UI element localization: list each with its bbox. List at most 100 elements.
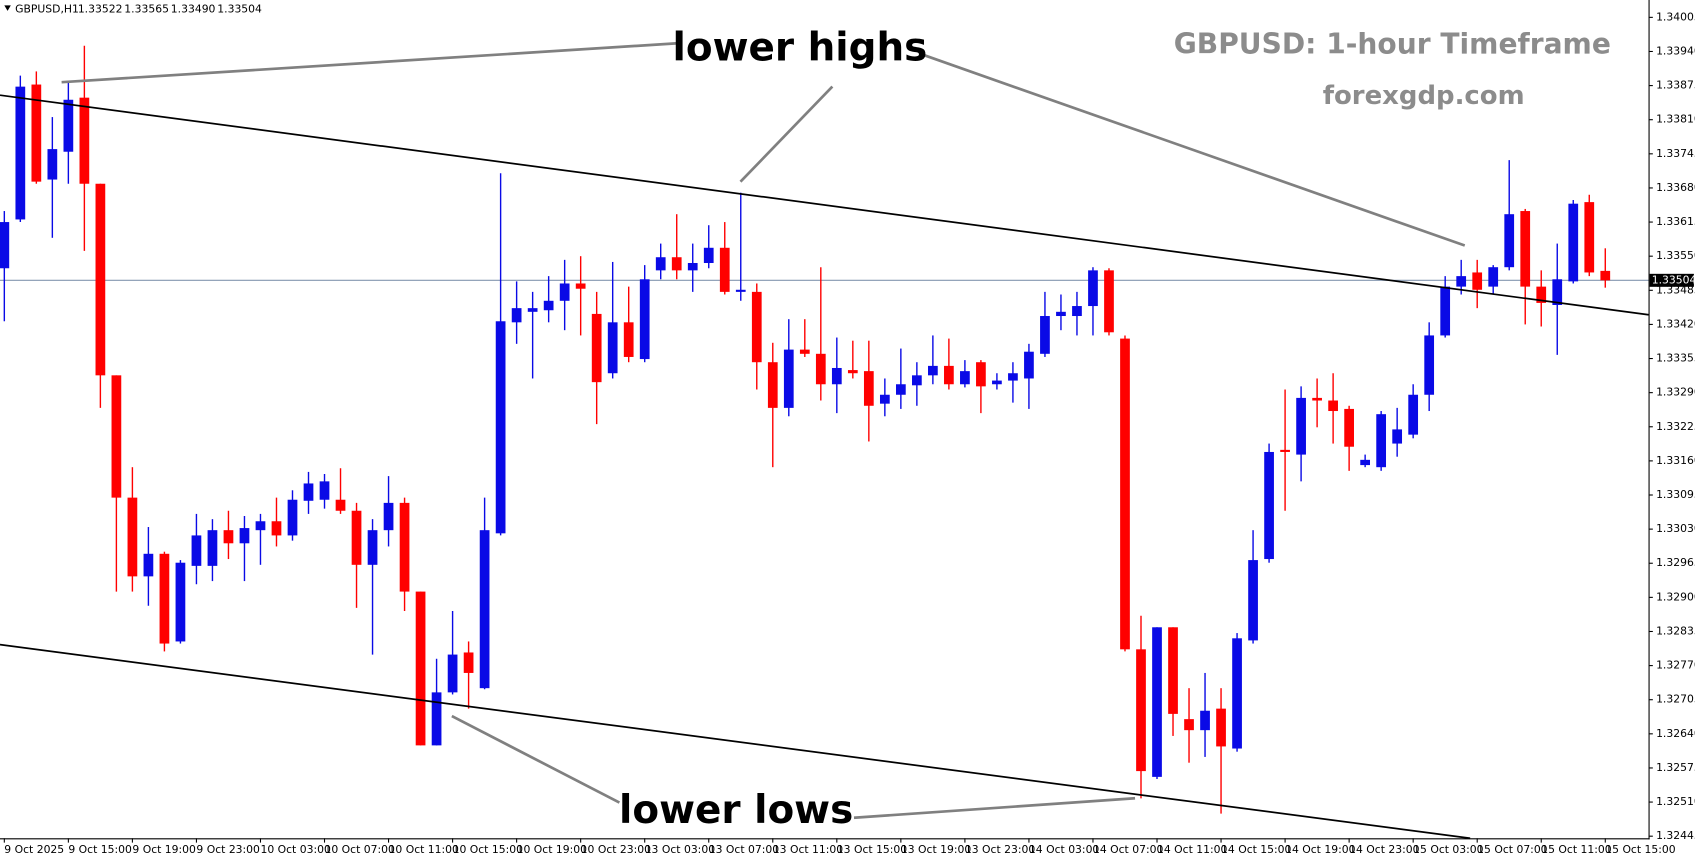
y-tick-label: 1.33225 [1656, 420, 1695, 433]
y-tick-label: 1.33355 [1656, 352, 1695, 365]
y-tick-label: 1.33940 [1656, 44, 1695, 57]
candle-body [703, 247, 714, 264]
x-tick-label: 13 Oct 15:00 [837, 843, 907, 856]
x-tick-label: 10 Oct 11:00 [389, 843, 459, 856]
candle-body [831, 367, 842, 385]
candle-body [207, 530, 218, 566]
candle-body [383, 502, 394, 531]
candle-body [799, 349, 810, 354]
candle-body [847, 370, 858, 374]
x-tick-label: 9 Oct 23:00 [196, 843, 260, 856]
y-tick-label: 1.33290 [1656, 386, 1695, 399]
candle-body [223, 530, 234, 544]
y-tick-label: 1.32835 [1656, 624, 1695, 637]
pointer-line [451, 714, 621, 804]
y-tick-label: 1.33875 [1656, 79, 1695, 92]
header-low: 1.33490 [171, 3, 216, 16]
candle-body [944, 365, 954, 385]
x-tick-label: 15 Oct 07:00 [1477, 843, 1547, 856]
candle-body [447, 654, 458, 693]
pointer-line [853, 796, 1136, 820]
candle-body [912, 375, 922, 386]
candle-body [1120, 338, 1130, 650]
candle-body [992, 380, 1002, 385]
candle-body [1056, 311, 1066, 317]
candle-body [735, 289, 746, 292]
x-tick-label: 10 Oct 03:00 [260, 843, 330, 856]
candle-body [111, 375, 122, 498]
candle-body [15, 86, 26, 220]
chart-subtitle: forexgdp.com [1323, 81, 1525, 111]
candle-body [1184, 719, 1194, 731]
y-tick-label: 1.33680 [1656, 181, 1695, 194]
y-tick-label: 1.33550 [1656, 249, 1695, 262]
pointer-line [739, 85, 834, 183]
candle-body [95, 183, 106, 376]
candle-body [367, 530, 378, 565]
header-icon [4, 5, 11, 11]
candle-body [1248, 560, 1258, 641]
header-high: 1.33565 [124, 3, 169, 16]
candle-body [127, 497, 138, 577]
y-tick-label: 1.33160 [1656, 454, 1695, 467]
candle-body [0, 222, 10, 269]
candle-body [31, 84, 42, 182]
candle-body [879, 394, 890, 404]
candle-body [671, 257, 682, 271]
candle-body [143, 553, 154, 577]
candle-body [239, 528, 250, 544]
candle-body [1136, 649, 1146, 772]
candle-body [1216, 708, 1226, 747]
annotation-lower-lows: lower lows [619, 788, 853, 833]
y-tick-label: 1.32965 [1656, 556, 1695, 569]
y-tick-label: 1.34005 [1656, 10, 1695, 23]
y-tick-label: 1.32575 [1656, 761, 1695, 774]
current-price-label: 1.33504 [1652, 273, 1695, 286]
y-tick-label: 1.33095 [1656, 488, 1695, 501]
candle-body [719, 247, 730, 292]
y-tick-label: 1.32640 [1656, 727, 1695, 740]
candle-body [1088, 270, 1098, 307]
x-tick-label: 13 Oct 03:00 [645, 843, 715, 856]
candle-body [1568, 203, 1579, 282]
candle-body [479, 530, 490, 689]
plot-area [0, 45, 1649, 814]
y-tick-label: 1.32510 [1656, 795, 1695, 808]
candle-body [1424, 335, 1435, 395]
y-tick-label: 1.33030 [1656, 522, 1695, 535]
header-open: 1.33522 [78, 3, 123, 16]
annotation-pointers [61, 41, 1466, 820]
current-price-box [1649, 273, 1694, 287]
candle-body [463, 652, 474, 673]
y-tick-label: 1.33745 [1656, 147, 1695, 160]
candle-body [1008, 373, 1018, 381]
candle-body [1072, 306, 1082, 317]
x-tick-label: 10 Oct 15:00 [453, 843, 523, 856]
candle-body [1344, 408, 1354, 447]
x-tick-label: 13 Oct 19:00 [901, 843, 971, 856]
candle-body [63, 99, 74, 152]
candle-body [1584, 202, 1595, 273]
x-tick-label: 10 Oct 19:00 [517, 843, 587, 856]
x-tick-label: 14 Oct 23:00 [1349, 843, 1419, 856]
candle-body [1360, 459, 1370, 466]
x-tick-label: 14 Oct 03:00 [1029, 843, 1099, 856]
y-tick-label: 1.32445 [1656, 829, 1695, 842]
candle-body [575, 283, 586, 289]
annotation-lower-highs: lower highs [673, 25, 928, 70]
x-tick-label: 13 Oct 23:00 [965, 843, 1035, 856]
upper-channel-line [0, 94, 1649, 316]
candle-body [1536, 286, 1547, 303]
candle-body [1408, 394, 1419, 435]
x-tick-label: 13 Oct 07:00 [709, 843, 779, 856]
candle-body [511, 308, 522, 323]
candle-body [1472, 272, 1483, 290]
candle-body [976, 362, 986, 387]
candle-body [767, 362, 778, 408]
candle-body [159, 553, 170, 644]
candle-body [751, 291, 762, 363]
candle-body [495, 321, 506, 534]
candle-body [1520, 211, 1531, 287]
candle-body [623, 322, 634, 357]
